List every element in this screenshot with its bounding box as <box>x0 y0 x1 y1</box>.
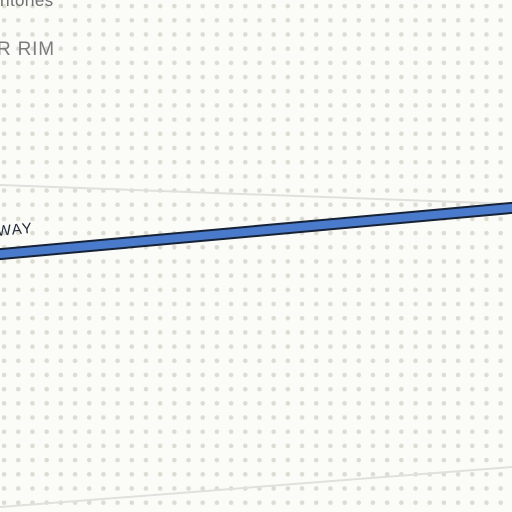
territory-label: rritories <box>0 0 54 10</box>
highway-name-label: WAY <box>0 219 34 240</box>
highway-fill[interactable] <box>0 203 512 259</box>
minor-road-upper <box>0 184 512 205</box>
area-label: R RIM <box>0 39 55 60</box>
minor-road-lower <box>0 466 512 508</box>
